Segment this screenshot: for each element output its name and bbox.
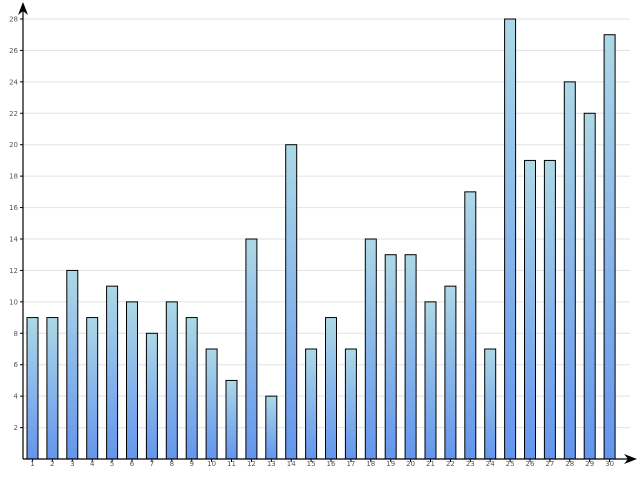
x-tick-label: 9 bbox=[189, 460, 193, 468]
bar bbox=[145, 332, 158, 460]
y-tick-label: 16 bbox=[9, 204, 18, 212]
x-tick-label: 29 bbox=[585, 460, 594, 468]
bar bbox=[86, 317, 99, 460]
x-tick-label: 24 bbox=[486, 460, 495, 468]
x-tick-label: 7 bbox=[150, 460, 154, 468]
x-tick-label: 17 bbox=[346, 460, 355, 468]
x-tick-label: 13 bbox=[267, 460, 276, 468]
bar bbox=[603, 34, 616, 460]
y-tick-label: 18 bbox=[9, 173, 18, 181]
y-tick-label: 10 bbox=[9, 298, 18, 306]
y-tick-label: 28 bbox=[9, 16, 18, 24]
x-axis-arrow-icon bbox=[624, 454, 637, 464]
x-tick-label: 30 bbox=[605, 460, 614, 468]
bar bbox=[543, 159, 556, 460]
bar bbox=[205, 348, 218, 460]
bar bbox=[305, 348, 318, 460]
y-tick-label: 22 bbox=[9, 110, 18, 118]
x-tick-label: 6 bbox=[130, 460, 135, 468]
x-tick-label: 23 bbox=[466, 460, 475, 468]
x-tick-label: 2 bbox=[50, 460, 54, 468]
x-tick-label: 25 bbox=[506, 460, 515, 468]
y-tick-label: 24 bbox=[9, 78, 18, 86]
bar bbox=[404, 254, 417, 460]
bar bbox=[106, 285, 119, 460]
x-tick-label: 11 bbox=[227, 460, 236, 468]
bar bbox=[384, 254, 397, 460]
bar bbox=[26, 317, 39, 460]
bar bbox=[185, 317, 198, 460]
y-tick-label: 12 bbox=[9, 267, 18, 275]
x-tick-label: 26 bbox=[526, 460, 535, 468]
x-tick-labels: 1 2 3 4 5 6 7 8 9 10 11 12 13 14 15 16 17 18 19 20 21 22 23 24 2… bbox=[30, 459, 614, 468]
x-tick-label: 14 bbox=[287, 460, 296, 468]
bar bbox=[265, 395, 278, 460]
x-tick-label: 3 bbox=[70, 460, 74, 468]
bar bbox=[524, 159, 536, 460]
x-tick-label: 1 bbox=[30, 460, 34, 468]
bar bbox=[504, 18, 517, 460]
x-tick-label: 21 bbox=[426, 460, 435, 468]
y-tick-label: 6 bbox=[14, 361, 19, 369]
bar bbox=[165, 301, 178, 460]
y-tick-label: 20 bbox=[9, 141, 18, 149]
bar bbox=[563, 81, 576, 460]
y-tick-label: 2 bbox=[14, 424, 18, 432]
y-tick-label: 26 bbox=[9, 47, 18, 55]
bar bbox=[285, 144, 298, 460]
bar bbox=[66, 269, 79, 460]
y-axis-arrow-icon bbox=[18, 2, 28, 15]
x-tick-label: 27 bbox=[545, 460, 554, 468]
bar bbox=[126, 301, 138, 460]
bar bbox=[444, 285, 457, 460]
bar bbox=[344, 348, 357, 460]
x-tick-label: 5 bbox=[110, 460, 114, 468]
x-tick-label: 16 bbox=[327, 460, 336, 468]
bar bbox=[484, 348, 497, 460]
x-tick-label: 10 bbox=[207, 460, 216, 468]
x-tick-label: 20 bbox=[406, 460, 415, 468]
x-tick-label: 22 bbox=[446, 460, 455, 468]
x-tick-label: 8 bbox=[170, 460, 174, 468]
y-tick-label: 4 bbox=[14, 393, 19, 401]
x-tick-label: 28 bbox=[565, 460, 574, 468]
x-tick-label: 19 bbox=[386, 460, 395, 468]
x-tick-label: 4 bbox=[90, 460, 95, 468]
x-tick-label: 18 bbox=[366, 460, 375, 468]
bar bbox=[245, 238, 258, 460]
bar bbox=[424, 301, 437, 460]
bar bbox=[46, 317, 59, 460]
x-tick-label: 12 bbox=[247, 460, 256, 468]
bar bbox=[464, 191, 477, 460]
bar bbox=[225, 379, 238, 460]
bar bbox=[364, 238, 377, 460]
y-tick-label: 14 bbox=[9, 236, 18, 244]
x-tick-label: 15 bbox=[307, 460, 316, 468]
y-tick-label: 8 bbox=[14, 330, 18, 338]
bar bbox=[583, 112, 596, 460]
bar bbox=[325, 317, 337, 460]
